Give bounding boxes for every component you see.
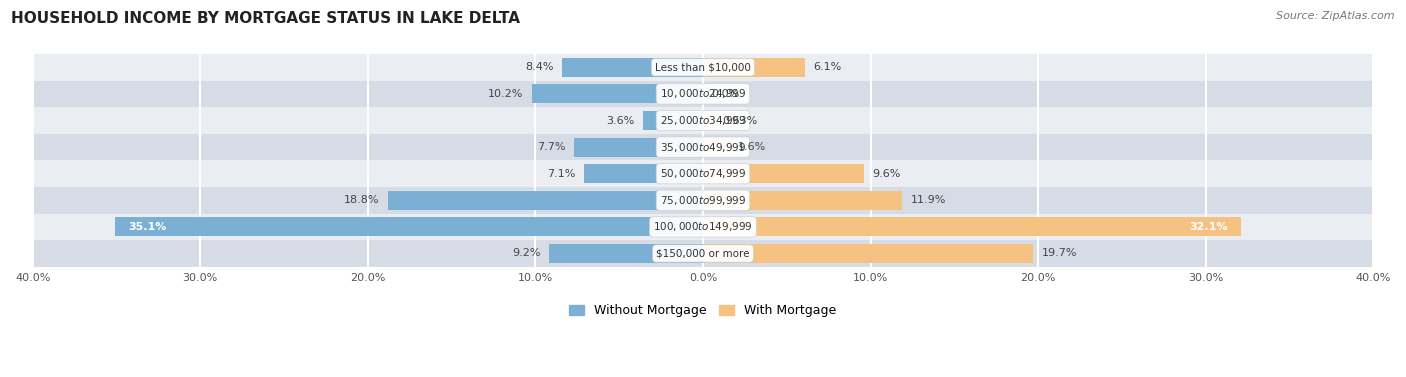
Bar bbox=[703, 164, 863, 183]
Bar bbox=[703, 191, 903, 210]
Bar bbox=[32, 54, 1374, 81]
Text: 35.1%: 35.1% bbox=[128, 222, 166, 232]
Text: 9.6%: 9.6% bbox=[872, 169, 901, 179]
Text: $10,000 to $24,999: $10,000 to $24,999 bbox=[659, 87, 747, 100]
Bar bbox=[548, 244, 703, 263]
Bar bbox=[703, 111, 714, 130]
Text: 9.2%: 9.2% bbox=[512, 248, 540, 259]
Text: 0.63%: 0.63% bbox=[721, 115, 758, 126]
Text: $100,000 to $149,999: $100,000 to $149,999 bbox=[654, 221, 752, 233]
Text: Less than $10,000: Less than $10,000 bbox=[655, 62, 751, 72]
Bar bbox=[115, 217, 703, 236]
Text: 11.9%: 11.9% bbox=[911, 195, 946, 205]
Bar bbox=[703, 138, 730, 157]
Text: 6.1%: 6.1% bbox=[814, 62, 842, 72]
Bar bbox=[32, 214, 1374, 240]
Text: Source: ZipAtlas.com: Source: ZipAtlas.com bbox=[1277, 11, 1395, 21]
Bar bbox=[703, 217, 1241, 236]
Text: 10.2%: 10.2% bbox=[488, 89, 523, 99]
Bar bbox=[32, 187, 1374, 214]
Bar bbox=[583, 164, 703, 183]
Bar bbox=[388, 191, 703, 210]
Bar bbox=[703, 244, 1033, 263]
Bar bbox=[531, 84, 703, 104]
Text: $50,000 to $74,999: $50,000 to $74,999 bbox=[659, 167, 747, 180]
Bar bbox=[574, 138, 703, 157]
Bar bbox=[32, 134, 1374, 160]
Text: 1.6%: 1.6% bbox=[738, 142, 766, 152]
Bar bbox=[32, 160, 1374, 187]
Text: HOUSEHOLD INCOME BY MORTGAGE STATUS IN LAKE DELTA: HOUSEHOLD INCOME BY MORTGAGE STATUS IN L… bbox=[11, 11, 520, 26]
Text: $150,000 or more: $150,000 or more bbox=[657, 248, 749, 259]
Text: 18.8%: 18.8% bbox=[344, 195, 380, 205]
Bar bbox=[562, 58, 703, 77]
Text: $35,000 to $49,999: $35,000 to $49,999 bbox=[659, 141, 747, 153]
Text: 0.0%: 0.0% bbox=[711, 89, 740, 99]
Text: $25,000 to $34,999: $25,000 to $34,999 bbox=[659, 114, 747, 127]
Bar bbox=[32, 107, 1374, 134]
Bar bbox=[32, 240, 1374, 267]
Text: 32.1%: 32.1% bbox=[1189, 222, 1227, 232]
Text: 8.4%: 8.4% bbox=[526, 62, 554, 72]
Text: 7.7%: 7.7% bbox=[537, 142, 565, 152]
Text: 19.7%: 19.7% bbox=[1042, 248, 1077, 259]
Bar bbox=[643, 111, 703, 130]
Text: $75,000 to $99,999: $75,000 to $99,999 bbox=[659, 194, 747, 207]
Text: 7.1%: 7.1% bbox=[547, 169, 575, 179]
Legend: Without Mortgage, With Mortgage: Without Mortgage, With Mortgage bbox=[564, 299, 842, 322]
Bar bbox=[703, 58, 806, 77]
Text: 3.6%: 3.6% bbox=[606, 115, 634, 126]
Bar bbox=[32, 81, 1374, 107]
